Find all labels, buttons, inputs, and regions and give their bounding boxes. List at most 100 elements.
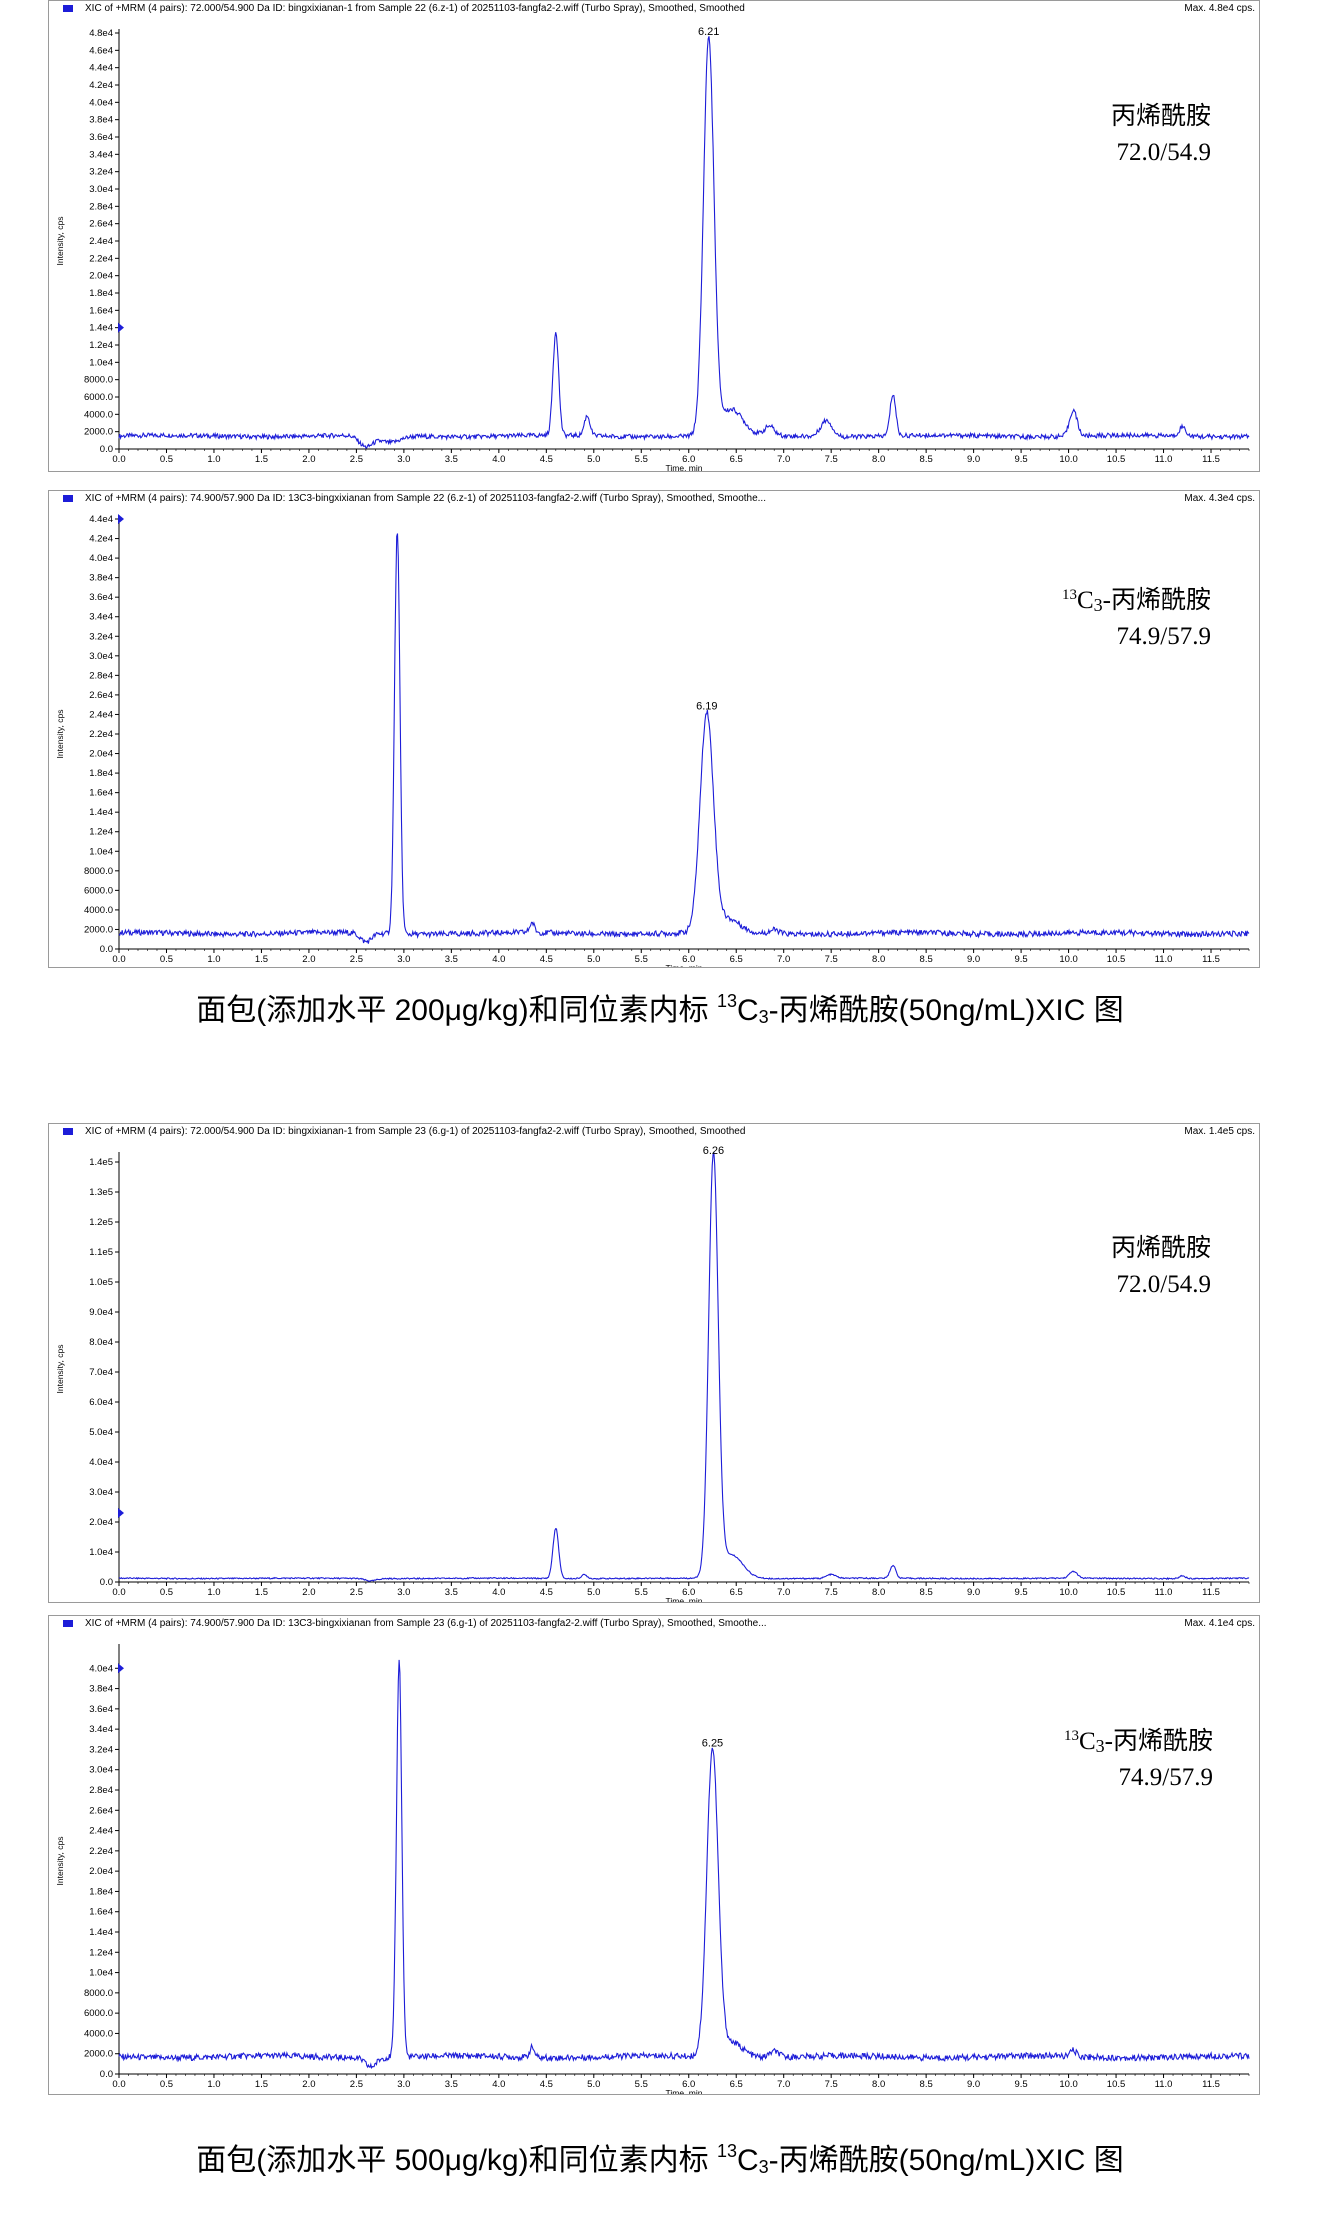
- x-tick-label: 7.5: [825, 954, 838, 965]
- caption-superscript: 13: [716, 2141, 737, 2161]
- y-tick-label: 4.6e4: [89, 45, 113, 56]
- x-tick-label: 0.5: [160, 954, 173, 965]
- isotope-superscript: 13: [1063, 1728, 1079, 1744]
- y-tick-label: 3.8e4: [89, 115, 113, 126]
- x-tick-label: 2.0: [302, 2079, 315, 2090]
- x-tick-label: 11.0: [1155, 454, 1173, 465]
- y-tick-label: 2.6e4: [89, 690, 113, 701]
- y-tick-label: 3.0e4: [89, 651, 113, 662]
- y-tick-label: 3.2e4: [89, 167, 113, 178]
- y-tick-label: 1.4e4: [89, 1927, 113, 1938]
- x-tick-label: 8.0: [872, 954, 885, 965]
- scale-marker-icon: [118, 514, 124, 524]
- y-tick-label: 1.8e4: [89, 1886, 113, 1897]
- y-tick-label: 1.3e5: [89, 1187, 113, 1198]
- x-tick-label: 5.0: [587, 954, 600, 965]
- x-tick-label: 10.5: [1107, 954, 1126, 965]
- x-tick-label: 11.5: [1202, 954, 1220, 965]
- x-tick-label: 8.5: [920, 954, 933, 965]
- y-tick-label: 4.0e4: [89, 1457, 113, 1468]
- y-tick-label: 2.6e4: [89, 1805, 113, 1816]
- analyte-transition: 74.9/57.9: [1116, 623, 1211, 650]
- x-tick-label: 1.5: [255, 954, 268, 965]
- y-tick-label: 1.4e5: [89, 1157, 113, 1168]
- panel-header-text: XIC of +MRM (4 pairs): 72.000/54.900 Da …: [85, 1126, 746, 1137]
- x-tick-label: 8.5: [920, 454, 933, 465]
- x-tick-label: 4.0: [492, 954, 505, 965]
- x-tick-label: 2.0: [302, 454, 315, 465]
- y-tick-label: 0.0: [100, 1577, 113, 1588]
- caption-text-c: C: [736, 994, 759, 1027]
- analyte-name: 丙烯酰胺: [1110, 1235, 1211, 1262]
- peak-rt-label: 6.25: [702, 1737, 723, 1749]
- x-tick-label: 11.0: [1155, 1587, 1173, 1598]
- y-tick-label: 2.8e4: [89, 1785, 113, 1796]
- x-tick-label: 6.0: [682, 954, 695, 965]
- y-tick-label: 6000.0: [84, 885, 113, 896]
- xic-trace: [118, 1659, 1250, 2070]
- x-tick-label: 0.5: [160, 2079, 173, 2090]
- x-tick-label: 11.0: [1155, 954, 1173, 965]
- series-square-icon: [63, 4, 73, 12]
- y-tick-label: 1.0e4: [89, 1968, 113, 1979]
- series-square-icon: [63, 1127, 73, 1135]
- xic-trace: [118, 533, 1250, 944]
- max-intensity-label: Max. 4.1e4 cps.: [1184, 1618, 1255, 1629]
- y-tick-label: 1.2e4: [89, 340, 113, 351]
- chromatogram-svg-3: 0.0 1.0e4 2.0e4 3.0e4 4.0e4 5.0e4 6.0e4 7.0e4 8.…: [55, 1145, 1250, 1602]
- y-tick-label: 3.8e4: [89, 1684, 113, 1695]
- panel-header-text: XIC of +MRM (4 pairs): 72.000/54.900 Da …: [85, 3, 745, 14]
- x-tick-label: 0.5: [160, 454, 173, 465]
- x-tick-label: 7.0: [777, 1587, 790, 1598]
- y-tick-label: 7.0e4: [89, 1367, 113, 1378]
- x-tick-label: 4.0: [492, 1587, 505, 1598]
- figure-caption-top: 面包(添加水平 200μg/kg)和同位素内标 13C3-丙烯酰胺(50ng/m…: [0, 985, 1320, 1029]
- x-tick-label: 5.0: [587, 1587, 600, 1598]
- x-tick-label: 5.5: [635, 454, 648, 465]
- y-tick-label: 1.6e4: [89, 1907, 113, 1918]
- max-intensity-label: Max. 1.4e5 cps.: [1184, 1126, 1255, 1137]
- x-tick-label: 4.0: [492, 2079, 505, 2090]
- chromatogram-panel-4: 0.0 2000.0 4000.0 6000.0 8000.0 1.0e4 1.2e4 1.4…: [48, 1615, 1260, 2095]
- x-tick-label: 5.0: [587, 2079, 600, 2090]
- y-tick-label: 9.0e4: [89, 1307, 113, 1318]
- y-tick-label: 4.0e4: [89, 1663, 113, 1674]
- y-tick-label: 8000.0: [84, 375, 113, 386]
- y-tick-label: 2000.0: [84, 2049, 113, 2060]
- x-tick-label: 5.5: [635, 954, 648, 965]
- x-tick-label: 9.0: [967, 954, 980, 965]
- y-tick-label: 2.0e4: [89, 1517, 113, 1528]
- y-tick-label: 4.2e4: [89, 80, 113, 91]
- analyte-transition: 72.0/54.9: [1116, 1271, 1211, 1298]
- y-tick-label: 4.0e4: [89, 97, 113, 108]
- y-tick-label: 1.1e5: [89, 1247, 113, 1258]
- analyte-name: 丙烯酰胺: [1110, 103, 1211, 130]
- panel-header-text: XIC of +MRM (4 pairs): 74.900/57.900 Da …: [85, 1618, 767, 1629]
- scale-marker-icon: [118, 322, 124, 333]
- y-tick-label: 1.2e4: [89, 1947, 113, 1958]
- panel-header: XIC of +MRM (4 pairs): 72.000/54.900 Da …: [63, 3, 745, 14]
- panel-header: XIC of +MRM (4 pairs): 72.000/54.900 Da …: [63, 1126, 745, 1137]
- x-tick-label: 10.5: [1107, 2079, 1126, 2090]
- y-tick-label: 3.0e4: [89, 1487, 113, 1498]
- analyte-name: -丙烯酰胺: [1104, 1728, 1213, 1755]
- chromatogram-panel-3: 0.0 1.0e4 2.0e4 3.0e4 4.0e4 5.0e4 6.0e4 7.0e4 8.…: [48, 1123, 1260, 1603]
- isotope-subscript: 3: [1093, 595, 1103, 615]
- caption-subscript: 3: [758, 1007, 769, 1027]
- x-tick-label: 2.5: [350, 1587, 363, 1598]
- chromatogram-panel-1: 0.0 2000.0 4000.0 6000.0 8000.0 1.0e4 1.2e4 1.4…: [48, 0, 1260, 472]
- figure-caption-bottom: 面包(添加水平 500μg/kg)和同位素内标 13C3-丙烯酰胺(50ng/m…: [0, 2135, 1320, 2179]
- x-tick-label: 6.5: [730, 954, 743, 965]
- x-tick-label: 0.0: [112, 1587, 125, 1598]
- x-tick-label: 6.0: [682, 454, 695, 465]
- series-square-icon: [63, 494, 73, 502]
- y-tick-label: 2.2e4: [89, 729, 113, 740]
- max-intensity-label: Max. 4.3e4 cps.: [1184, 493, 1255, 504]
- x-tick-label: 9.5: [1014, 2079, 1027, 2090]
- x-axis-label: Time, min: [666, 963, 703, 967]
- peak-rt-label: 6.26: [703, 1145, 724, 1157]
- x-tick-label: 6.5: [730, 2079, 743, 2090]
- y-tick-label: 2.8e4: [89, 670, 113, 681]
- x-tick-label: 3.5: [445, 954, 458, 965]
- x-tick-label: 6.0: [682, 1587, 695, 1598]
